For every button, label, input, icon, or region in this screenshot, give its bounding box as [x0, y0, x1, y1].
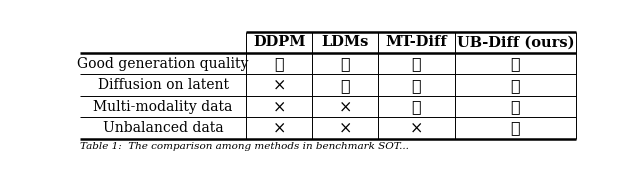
Text: ×: × — [273, 120, 286, 137]
Text: ✓: ✓ — [340, 77, 350, 94]
Text: Multi-modality data: Multi-modality data — [93, 100, 233, 114]
Text: ✓: ✓ — [511, 98, 520, 115]
Text: Diffusion on latent: Diffusion on latent — [97, 78, 228, 92]
Text: ✓: ✓ — [511, 120, 520, 137]
Text: ✓: ✓ — [340, 55, 350, 72]
Text: ✓: ✓ — [412, 77, 421, 94]
Text: ×: × — [273, 98, 286, 115]
Text: Unbalanced data: Unbalanced data — [103, 121, 223, 135]
Text: ✓: ✓ — [511, 77, 520, 94]
Text: Good generation quality: Good generation quality — [77, 57, 249, 71]
Text: ✓: ✓ — [412, 98, 421, 115]
Text: DDPM: DDPM — [253, 35, 305, 49]
Text: Table 1:  The comparison among methods in benchmark SOT...: Table 1: The comparison among methods in… — [80, 142, 409, 151]
Text: UB-Diff (ours): UB-Diff (ours) — [457, 35, 574, 49]
Text: ×: × — [273, 77, 286, 94]
Text: ✓: ✓ — [511, 55, 520, 72]
Text: ×: × — [339, 120, 352, 137]
Text: ✓: ✓ — [275, 55, 284, 72]
Text: ×: × — [339, 98, 352, 115]
Text: ×: × — [410, 120, 423, 137]
Text: LDMs: LDMs — [321, 35, 369, 49]
Text: ✓: ✓ — [412, 55, 421, 72]
Text: MT-Diff: MT-Diff — [386, 35, 447, 49]
